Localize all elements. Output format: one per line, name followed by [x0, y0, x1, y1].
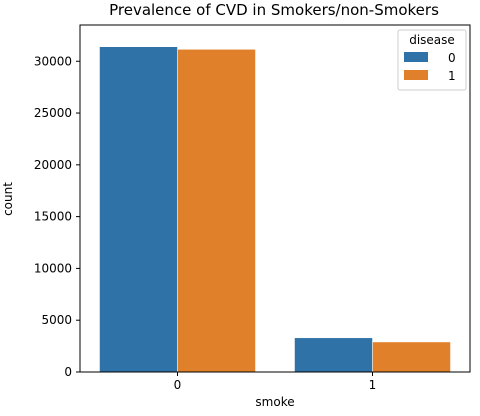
legend-title: disease	[409, 33, 455, 47]
legend-items: 01	[404, 51, 456, 83]
legend-label: 0	[448, 51, 456, 65]
legend-swatch	[404, 52, 428, 62]
y-tick-label: 15000	[34, 210, 72, 224]
legend-label: 1	[448, 69, 456, 83]
y-tick-label: 10000	[34, 261, 72, 275]
bar-smoke-1-disease-0	[294, 337, 373, 373]
bar-smoke-0-disease-0	[99, 46, 178, 373]
plot-frame	[79, 24, 471, 373]
x-axis-label: smoke	[255, 395, 294, 409]
y-tick-label: 0	[64, 365, 72, 379]
y-axis-ticks: 0 5000 10000 15000 20000 25000 30000	[34, 54, 80, 379]
x-tick-label: 1	[369, 378, 377, 392]
legend: disease 01	[397, 29, 467, 91]
chart-title: Prevalence of CVD in Smokers/non-Smokers	[109, 1, 439, 19]
bar-smoke-1-disease-1	[372, 341, 451, 373]
x-tick-label: 0	[174, 378, 182, 392]
y-tick-label: 5000	[41, 313, 72, 327]
legend-swatch	[404, 70, 428, 80]
bars-group	[99, 46, 451, 373]
y-tick-label: 25000	[34, 106, 72, 120]
bar-smoke-0-disease-1	[177, 49, 256, 373]
y-tick-label: 30000	[34, 54, 72, 68]
y-tick-label: 20000	[34, 158, 72, 172]
y-axis-label: count	[1, 182, 15, 216]
